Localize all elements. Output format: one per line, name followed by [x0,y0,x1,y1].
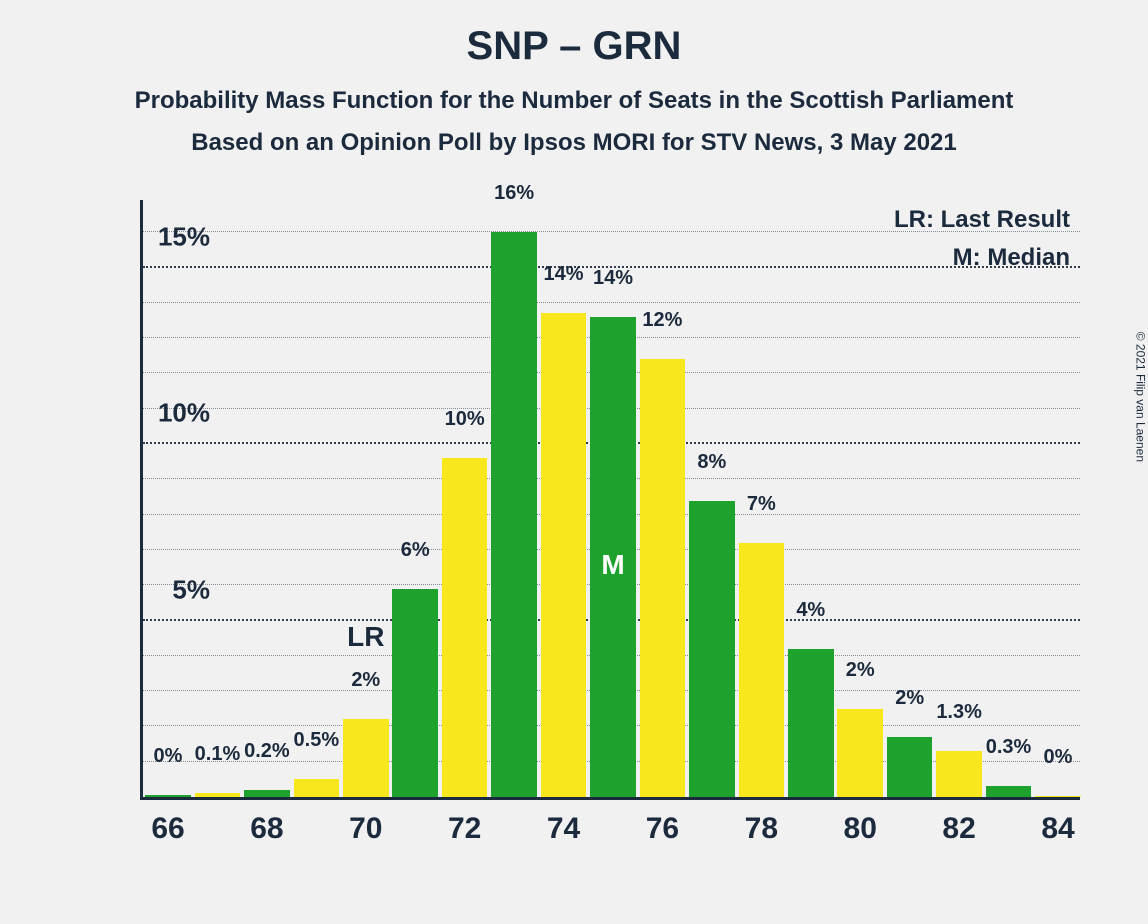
chart-area: LR: Last Result M: Median 5%10%15%666870… [60,200,1080,840]
chart-subtitle-1: Probability Mass Function for the Number… [0,87,1148,115]
x-tick-label: 76 [646,812,679,846]
bar [491,232,536,797]
y-tick-label: 15% [140,221,210,252]
y-tick-label: 5% [140,574,210,605]
lr-marker: LR [347,621,384,653]
bar [887,737,932,797]
bar-value-label: 7% [747,493,776,516]
y-tick-label: 10% [140,398,210,429]
bar [837,709,882,797]
chart-title: SNP – GRN [0,24,1148,69]
gridline-minor [143,302,1080,303]
x-tick-label: 84 [1041,812,1074,846]
bar [442,458,487,797]
bar-value-label: 12% [642,309,682,332]
bar-value-label: 2% [895,687,924,710]
bar-value-label: 0.2% [244,740,290,763]
bar-value-label: 2% [351,669,380,692]
bar-value-label: 6% [401,539,430,562]
bar-value-label: 10% [445,408,485,431]
bar [244,790,289,797]
gridline-minor [143,231,1080,232]
bar-value-label: 0.1% [195,743,241,766]
legend-m: M: Median [894,244,1070,272]
bar [145,795,190,797]
bar-value-label: 0% [1044,746,1073,769]
bar [1035,796,1080,797]
bar [294,779,339,797]
x-tick-label: 72 [448,812,481,846]
bar-value-label: 8% [697,451,726,474]
chart-header: SNP – GRN Probability Mass Function for … [0,0,1148,157]
bar [689,501,734,797]
bar-value-label: 14% [544,263,584,286]
chart-subtitle-2: Based on an Opinion Poll by Ipsos MORI f… [0,129,1148,157]
bar [936,751,981,797]
x-tick-label: 74 [547,812,580,846]
bar [986,786,1031,797]
plot-region: LR: Last Result M: Median 5%10%15%666870… [140,200,1080,800]
bar [343,719,388,797]
bar [640,359,685,797]
legend-lr: LR: Last Result [894,206,1070,234]
legend: LR: Last Result M: Median [894,206,1070,282]
bar [788,649,833,797]
bar-value-label: 0% [154,745,183,768]
x-tick-label: 68 [250,812,283,846]
bar [392,589,437,797]
bar [195,793,240,797]
x-tick-label: 80 [844,812,877,846]
bar-value-label: 1.3% [936,701,982,724]
bar-value-label: 0.5% [294,729,340,752]
bar-value-label: 16% [494,182,534,205]
median-marker: M [601,549,624,581]
bar-value-label: 14% [593,267,633,290]
bar-value-label: 2% [846,659,875,682]
x-tick-label: 82 [942,812,975,846]
bar [739,543,784,797]
bar [541,313,586,797]
x-tick-label: 78 [745,812,778,846]
x-tick-label: 70 [349,812,382,846]
bar-value-label: 4% [796,599,825,622]
x-tick-label: 66 [151,812,184,846]
bar-value-label: 0.3% [986,736,1032,759]
copyright-text: © 2021 Filip van Laenen [1133,332,1147,462]
